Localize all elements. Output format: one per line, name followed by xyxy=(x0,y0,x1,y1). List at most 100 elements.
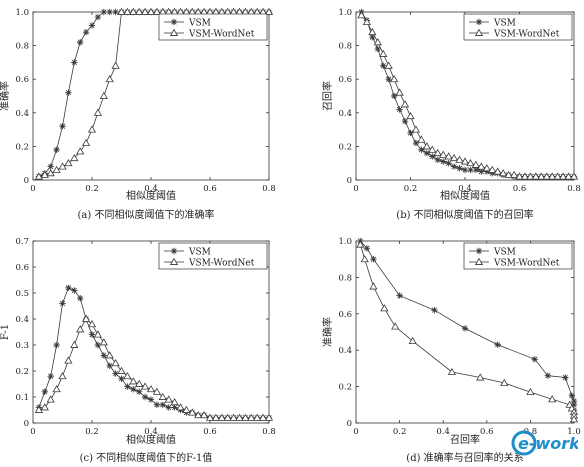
y-tick-label: 0.6 xyxy=(15,263,29,273)
data-point-triangle xyxy=(52,165,61,173)
chart-panel-3: 0 0.2 0.4 0.6 0.8 0 0.1 0.2 0.3 0.4 0.5 0.6 0.7 相似度阈值… xyxy=(0,237,276,464)
data-point-triangle xyxy=(406,111,415,120)
x-tick-label: 0.2 xyxy=(404,184,418,194)
panel-caption: (d) 准确率与召回率的关系 xyxy=(406,451,523,464)
data-point-triangle xyxy=(537,172,546,180)
data-point-star xyxy=(431,306,438,314)
x-tick-label: 0 xyxy=(30,427,35,437)
data-point-star xyxy=(483,168,490,175)
panel-caption: (b) 不同相似度阈值下的召回率 xyxy=(396,208,533,221)
data-point-triangle xyxy=(211,413,220,421)
y-tick-label: 0.2 xyxy=(338,142,352,152)
y-tick-label: 0 xyxy=(347,419,352,429)
x-tick-label: 0.8 xyxy=(262,427,276,437)
data-point-triangle xyxy=(87,125,97,133)
series-line xyxy=(38,287,269,419)
x-tick-label: 0.6 xyxy=(203,427,217,437)
x-tick-label: 0.4 xyxy=(436,427,450,437)
data-point-star xyxy=(94,13,102,21)
data-point-star xyxy=(363,245,371,252)
data-point-star xyxy=(159,401,166,408)
data-point-triangle xyxy=(564,172,573,180)
data-point-triangle xyxy=(439,150,448,158)
data-point-triangle xyxy=(93,330,102,338)
data-point-triangle xyxy=(515,172,524,180)
x-tick-label: 0.4 xyxy=(458,184,472,194)
data-point-star xyxy=(71,59,78,66)
data-point-triangle xyxy=(188,408,197,416)
data-point-triangle xyxy=(229,413,238,421)
data-point-triangle xyxy=(559,172,568,180)
y-tick-label: 0.1 xyxy=(15,393,29,403)
data-point-triangle xyxy=(356,240,365,248)
data-point-triangle xyxy=(117,7,126,15)
data-point-star xyxy=(434,156,441,164)
data-point-star xyxy=(77,39,84,46)
data-point-triangle xyxy=(411,125,421,133)
series-line xyxy=(360,244,575,420)
data-point-star xyxy=(390,92,398,100)
y-tick-label: 0.6 xyxy=(338,310,352,320)
data-point-star xyxy=(467,166,474,174)
data-point-triangle xyxy=(129,377,138,385)
data-point-triangle xyxy=(422,142,431,150)
y-tick-label: 1.0 xyxy=(338,8,352,18)
legend-label: VSM xyxy=(493,19,516,29)
data-point-star xyxy=(370,256,377,263)
data-point-triangle xyxy=(553,172,562,180)
x-tick-label: 0 xyxy=(30,184,35,194)
data-point-star xyxy=(396,292,403,299)
data-point-triangle xyxy=(259,413,268,421)
data-point-star xyxy=(461,166,469,174)
data-point-triangle xyxy=(152,7,161,15)
data-point-triangle xyxy=(64,158,73,167)
data-point-triangle xyxy=(70,340,79,348)
y-tick-label: 0.2 xyxy=(15,367,29,377)
data-point-triangle xyxy=(58,371,67,380)
data-point-triangle xyxy=(471,160,480,168)
data-point-star xyxy=(570,397,578,405)
data-point-triangle xyxy=(368,27,377,36)
data-point-triangle xyxy=(34,405,43,413)
x-tick-label: 0 xyxy=(353,427,358,437)
panel-caption: (c) 不同相似度阈值下的F-1值 xyxy=(80,451,213,464)
data-point-star xyxy=(380,62,387,69)
data-point-star xyxy=(570,401,578,408)
data-point-triangle xyxy=(380,304,389,312)
data-point-triangle xyxy=(447,367,457,375)
series-line xyxy=(38,11,269,177)
data-point-star xyxy=(450,163,458,170)
data-point-triangle xyxy=(247,413,256,421)
data-point-star xyxy=(407,129,414,137)
data-point-star xyxy=(88,331,96,338)
data-point-triangle xyxy=(82,138,91,146)
legend-marker-triangle xyxy=(169,28,179,36)
data-point-star xyxy=(494,341,501,348)
data-point-star xyxy=(396,106,403,113)
data-point-triangle xyxy=(476,373,485,381)
data-point-triangle xyxy=(450,153,459,162)
data-point-triangle xyxy=(141,382,150,390)
data-point-triangle xyxy=(123,7,132,15)
data-point-triangle xyxy=(391,322,400,330)
x-axis-label: 召回率 xyxy=(450,433,480,446)
data-point-triangle xyxy=(384,61,393,69)
data-point-triangle xyxy=(82,314,91,322)
legend-marker-star xyxy=(170,18,178,26)
data-point-star xyxy=(100,352,107,359)
data-point-star xyxy=(65,89,72,96)
data-point-triangle xyxy=(182,405,191,413)
y-tick-label: 0.4 xyxy=(15,109,29,119)
data-point-triangle xyxy=(129,7,138,15)
data-point-star xyxy=(47,163,54,170)
data-point-triangle xyxy=(500,378,509,386)
data-point-triangle xyxy=(542,172,551,180)
legend-marker-triangle xyxy=(169,257,179,265)
chart-panel-1: 0 0.2 0.4 0.6 0.8 0 0.2 0.4 0.6 0.8 1.0 相似度阈值 准确率 (a)… xyxy=(0,7,276,221)
data-point-star xyxy=(385,76,392,83)
data-point-triangle xyxy=(264,7,274,15)
x-tick-label: 0.8 xyxy=(567,184,581,194)
